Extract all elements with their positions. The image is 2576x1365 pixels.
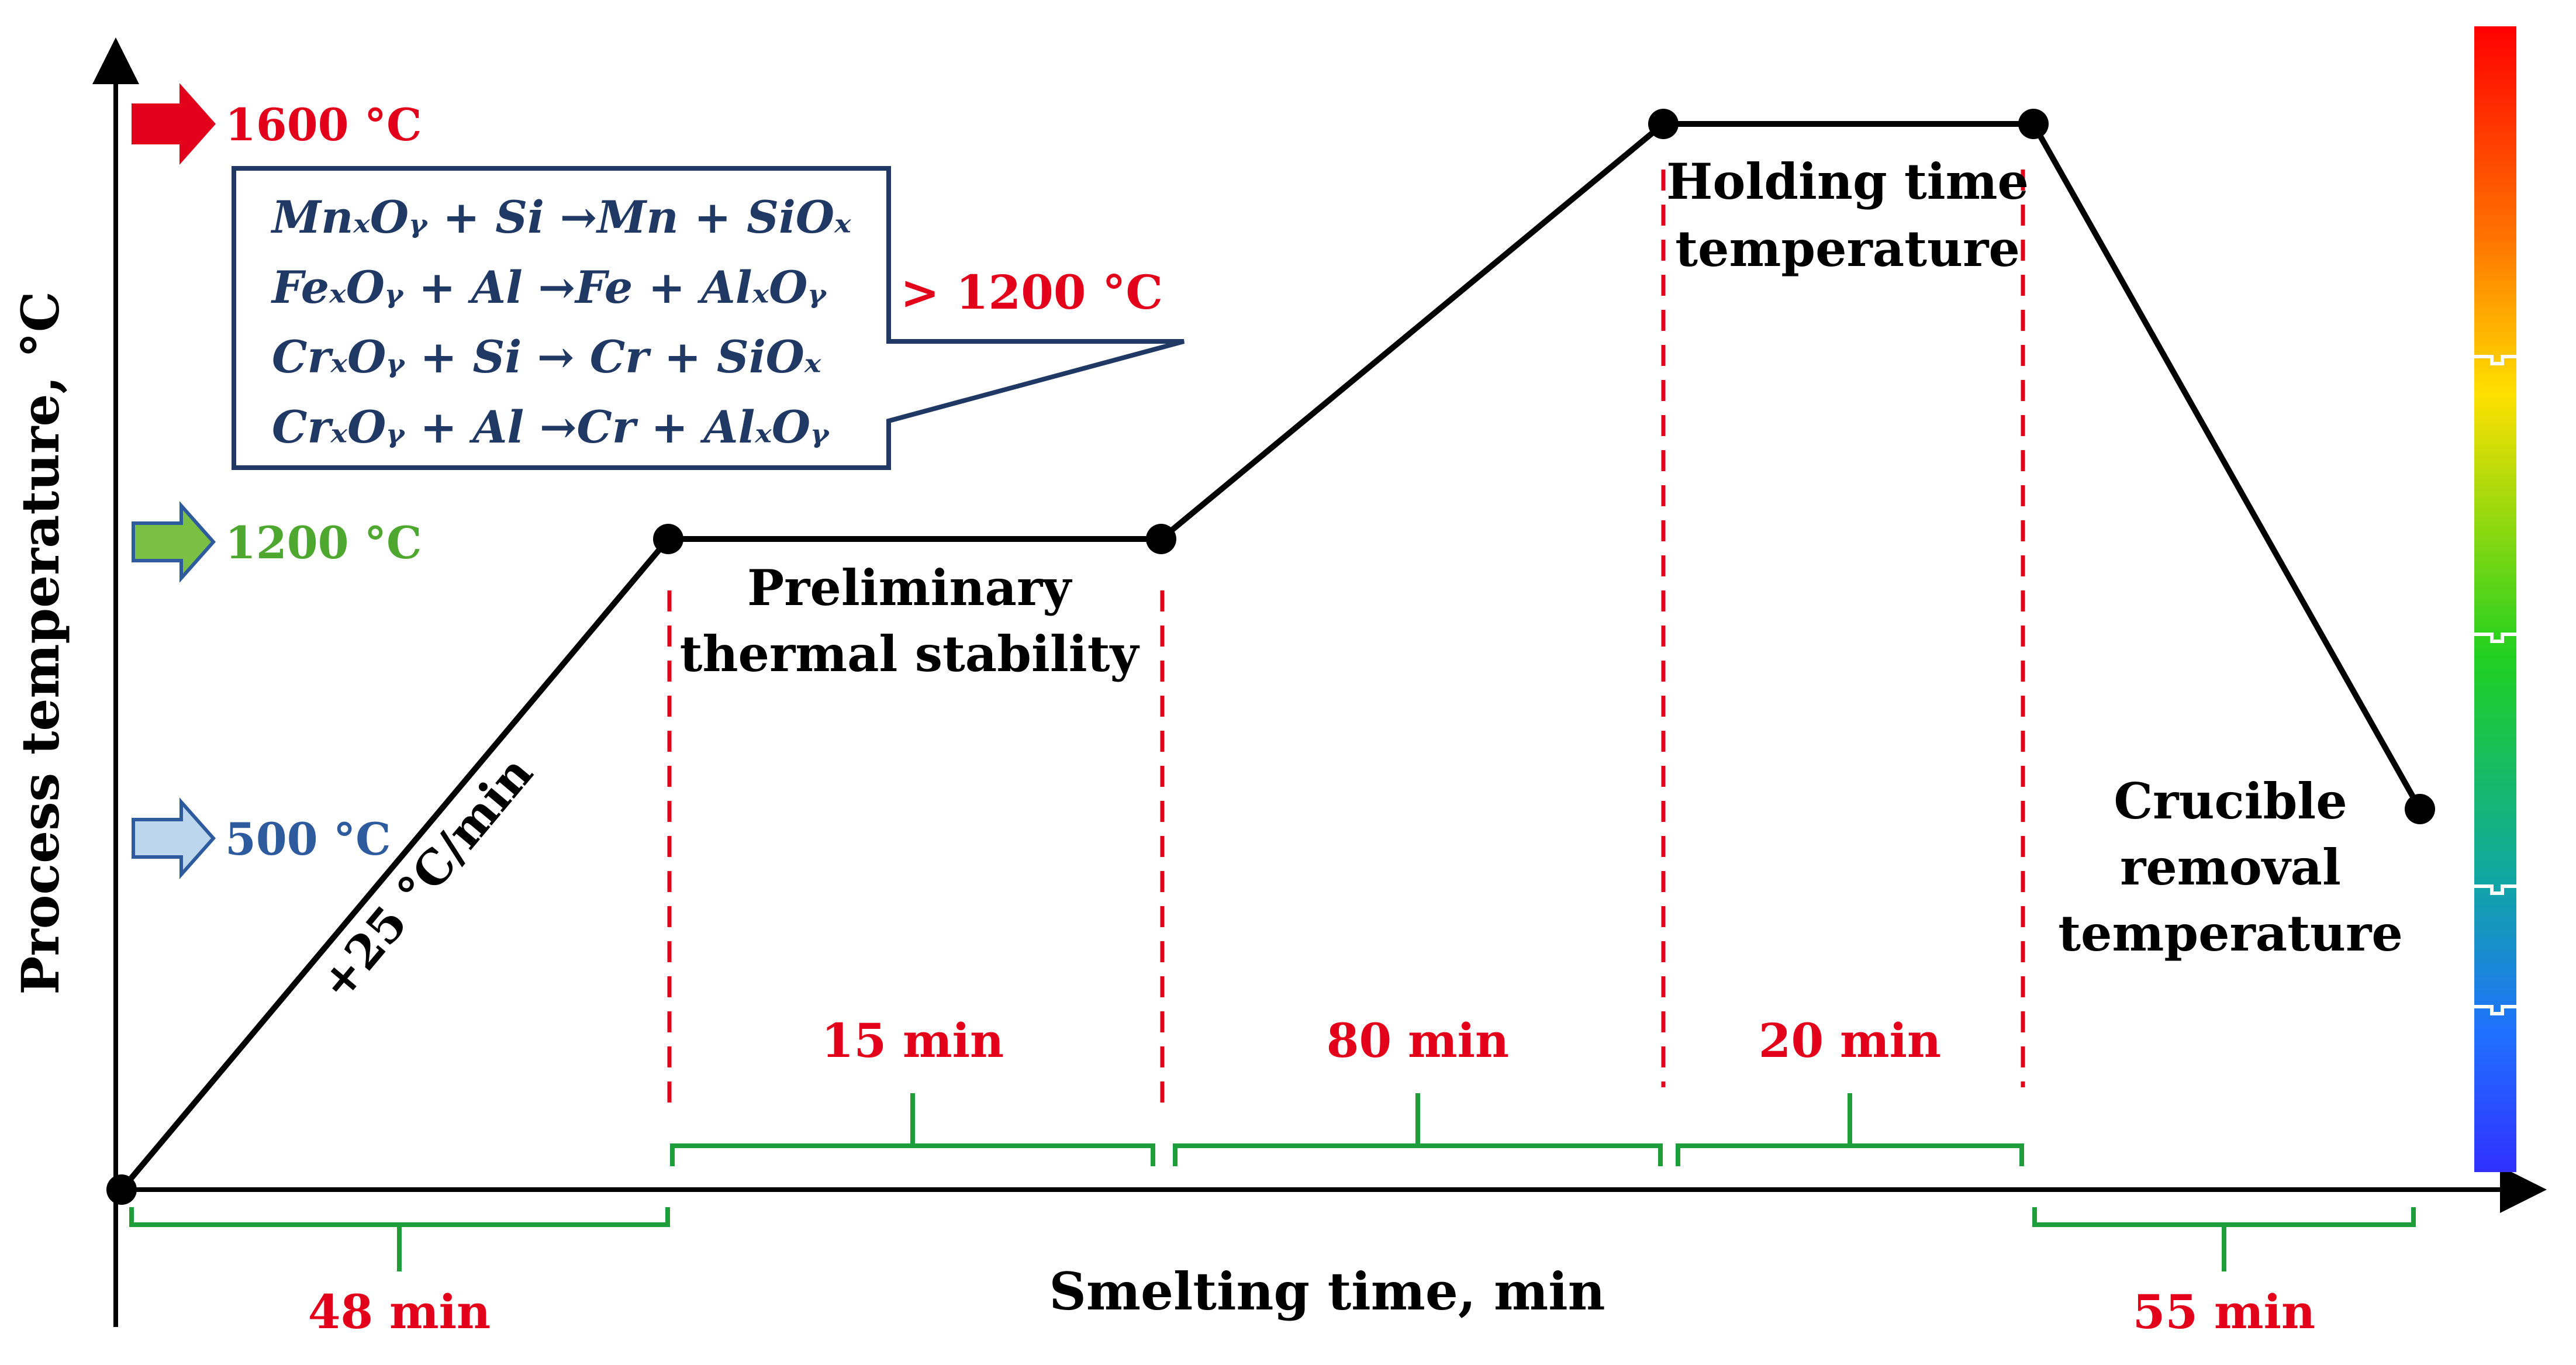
level-arrow-icon [132, 797, 216, 879]
stage-separators [667, 170, 2025, 1105]
temperature-profile-line [119, 121, 2423, 1192]
point-removal [2405, 794, 2435, 824]
colorbar-gradient [2474, 26, 2516, 1172]
colorbar-notches [2474, 355, 2516, 1015]
duration-55: 55 min [2133, 1284, 2315, 1339]
level-arrow-icon [132, 501, 216, 583]
bracket-20 [1676, 1093, 2024, 1166]
x-axis-label: Smelting time, min [1049, 1261, 1605, 1322]
reaction-4: CrₓOᵧ + Al →Cr + AlₓOᵧ [272, 401, 830, 453]
duration-brackets [129, 1093, 2416, 1271]
reaction-list: MnₓOᵧ + Si →Mn + SiOₓ FeₓOᵧ + Al →Fe + A… [270, 191, 851, 453]
point-end-stability [1146, 524, 1176, 554]
bracket-55 [2032, 1207, 2416, 1271]
reaction-1: MnₓOᵧ + Si →Mn + SiOₓ [270, 191, 851, 243]
duration-48: 48 min [308, 1284, 491, 1339]
bracket-15 [670, 1093, 1155, 1166]
point-start [106, 1174, 137, 1205]
level-1200: 1200 °C [132, 501, 422, 583]
duration-80: 80 min [1327, 1013, 1509, 1068]
y-axis-label: Process temperature, °C [10, 291, 71, 994]
duration-labels: 48 min 15 min 80 min 20 min 55 min [308, 1013, 2315, 1339]
level-500: 500 °C [132, 797, 391, 879]
stage-holding-line1: Holding time [1666, 153, 2029, 210]
level-label-500: 500 °C [225, 813, 391, 865]
reaction-2: FeₓOᵧ + Al →Fe + AlₓOᵧ [271, 261, 827, 313]
level-arrow-icon [132, 83, 216, 165]
reaction-threshold: > 1200 °C [900, 265, 1163, 320]
reaction-callout [232, 166, 1185, 470]
level-label-1200: 1200 °C [225, 517, 422, 569]
point-reach-1200 [653, 524, 683, 554]
stage-preliminary-line1: Preliminary [747, 559, 1072, 617]
stage-removal-line3: temperature [2058, 904, 2403, 962]
stage-removal-line1: Crucible [2114, 772, 2347, 830]
stage-holding-line2: temperature [1675, 220, 2020, 278]
point-reach-1600 [1648, 109, 1679, 139]
stage-preliminary-line2: thermal stability [680, 625, 1140, 683]
temperature-colorbar [2474, 26, 2516, 1172]
level-label-1600: 1600 °C [225, 99, 422, 151]
duration-20: 20 min [1759, 1013, 1941, 1068]
stage-removal-line2: removal [2120, 838, 2341, 896]
reaction-3: CrₓOᵧ + Si → Cr + SiOₓ [272, 331, 821, 383]
bracket-80 [1173, 1093, 1663, 1166]
duration-15: 15 min [821, 1013, 1004, 1068]
level-1600: 1600 °C [132, 83, 422, 165]
profile-points [106, 109, 2435, 1205]
heating-rate-label: +25 °C/min [309, 746, 543, 1011]
point-end-holding [2018, 109, 2049, 139]
bracket-48 [129, 1207, 670, 1271]
